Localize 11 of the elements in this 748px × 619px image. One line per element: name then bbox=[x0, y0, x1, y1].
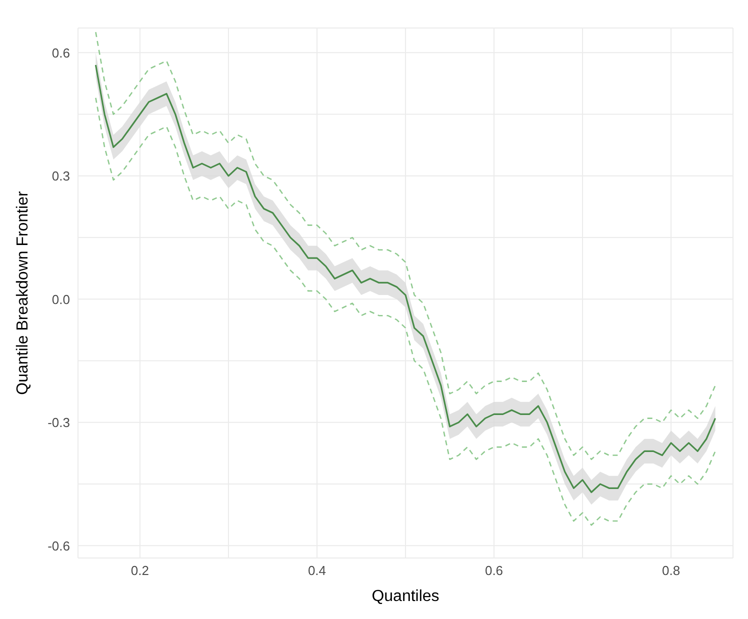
x-axis-title: Quantiles bbox=[372, 588, 440, 605]
y-axis-title: Quantile Breakdown Frontier bbox=[14, 190, 32, 395]
x-tick-label: 0.8 bbox=[662, 563, 680, 578]
y-tick-label: -0.3 bbox=[48, 415, 70, 430]
x-tick-label: 0.6 bbox=[484, 563, 504, 578]
x-tick-label: 0.2 bbox=[130, 563, 149, 578]
y-tick-label: 0.3 bbox=[52, 168, 70, 184]
y-tick-label: 0.0 bbox=[52, 292, 70, 307]
y-tick-label: -0.6 bbox=[48, 538, 70, 554]
y-tick-label: 0.6 bbox=[52, 45, 70, 60]
x-tick-label: 0.4 bbox=[308, 563, 326, 578]
